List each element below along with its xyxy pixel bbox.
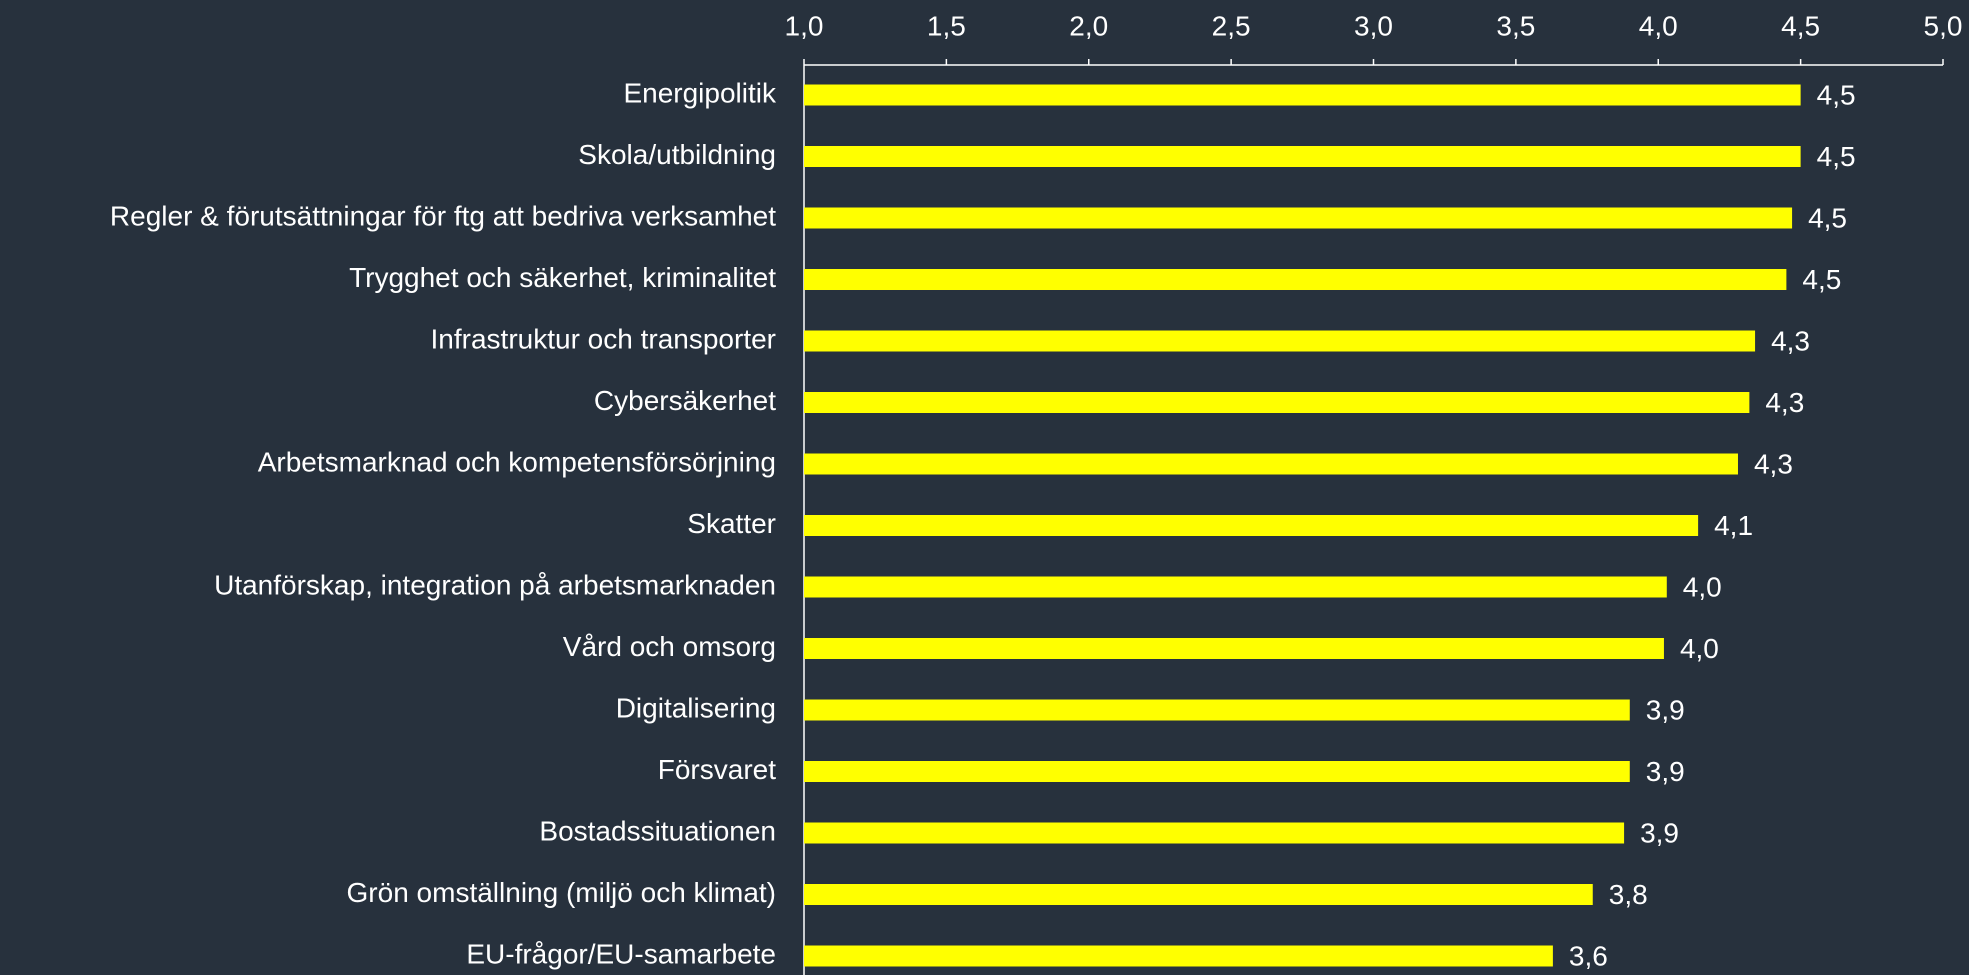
value-label: 4,5 bbox=[1817, 141, 1856, 172]
value-label: 4,3 bbox=[1754, 448, 1793, 479]
value-label: 4,0 bbox=[1680, 633, 1719, 664]
bar bbox=[804, 453, 1738, 475]
value-label: 3,6 bbox=[1569, 940, 1608, 971]
value-label: 4,0 bbox=[1683, 571, 1722, 602]
y-tick-label: Utanförskap, integration på arbetsmarkna… bbox=[214, 569, 776, 600]
bar bbox=[804, 515, 1699, 536]
y-tick-label: Digitalisering bbox=[616, 692, 776, 723]
x-tick-label: 2,0 bbox=[1069, 10, 1108, 41]
bar bbox=[804, 761, 1630, 782]
bar bbox=[804, 207, 1793, 229]
value-label: 3,9 bbox=[1646, 694, 1685, 725]
y-tick-label: Energipolitik bbox=[623, 77, 777, 108]
bar bbox=[804, 822, 1625, 844]
bar bbox=[804, 392, 1750, 413]
y-tick-label: Trygghet och säkerhet, kriminalitet bbox=[349, 262, 776, 293]
bar bbox=[804, 330, 1756, 352]
y-tick-label: EU-frågor/EU-samarbete bbox=[466, 938, 776, 969]
y-tick-label: Skola/utbildning bbox=[578, 139, 776, 170]
value-label: 3,9 bbox=[1646, 756, 1685, 787]
x-tick-label: 1,5 bbox=[927, 10, 966, 41]
x-tick-label: 2,5 bbox=[1212, 10, 1251, 41]
value-label: 4,3 bbox=[1765, 387, 1804, 418]
x-tick-label: 3,0 bbox=[1354, 10, 1393, 41]
value-label: 4,5 bbox=[1802, 264, 1841, 295]
x-tick-label: 3,5 bbox=[1496, 10, 1535, 41]
bar bbox=[804, 576, 1667, 598]
value-label: 4,1 bbox=[1714, 510, 1753, 541]
bar bbox=[804, 269, 1787, 290]
value-label: 4,3 bbox=[1771, 325, 1810, 356]
y-tick-label: Arbetsmarknad och kompetensförsörjning bbox=[258, 446, 776, 477]
y-tick-label: Infrastruktur och transporter bbox=[431, 323, 776, 354]
bar bbox=[804, 884, 1593, 905]
y-tick-label: Försvaret bbox=[658, 754, 776, 785]
bar bbox=[804, 699, 1630, 721]
bar bbox=[804, 146, 1801, 167]
y-tick-label: Cybersäkerhet bbox=[594, 385, 776, 416]
x-tick-label: 5,0 bbox=[1924, 10, 1963, 41]
x-tick-label: 4,0 bbox=[1639, 10, 1678, 41]
y-tick-label: Regler & förutsättningar för ftg att bed… bbox=[110, 200, 776, 231]
y-tick-label: Grön omställning (miljö och klimat) bbox=[347, 877, 776, 908]
y-tick-label: Bostadssituationen bbox=[539, 815, 776, 846]
value-label: 4,5 bbox=[1817, 79, 1856, 110]
value-label: 4,5 bbox=[1808, 202, 1847, 233]
y-tick-label: Vård och omsorg bbox=[563, 631, 776, 662]
x-tick-label: 1,0 bbox=[785, 10, 824, 41]
bar bbox=[804, 945, 1553, 967]
y-tick-label: Skatter bbox=[687, 508, 776, 539]
x-tick-label: 4,5 bbox=[1781, 10, 1820, 41]
bar bbox=[804, 638, 1664, 659]
bar bbox=[804, 84, 1801, 106]
value-label: 3,9 bbox=[1640, 817, 1679, 848]
value-label: 3,8 bbox=[1609, 879, 1648, 910]
